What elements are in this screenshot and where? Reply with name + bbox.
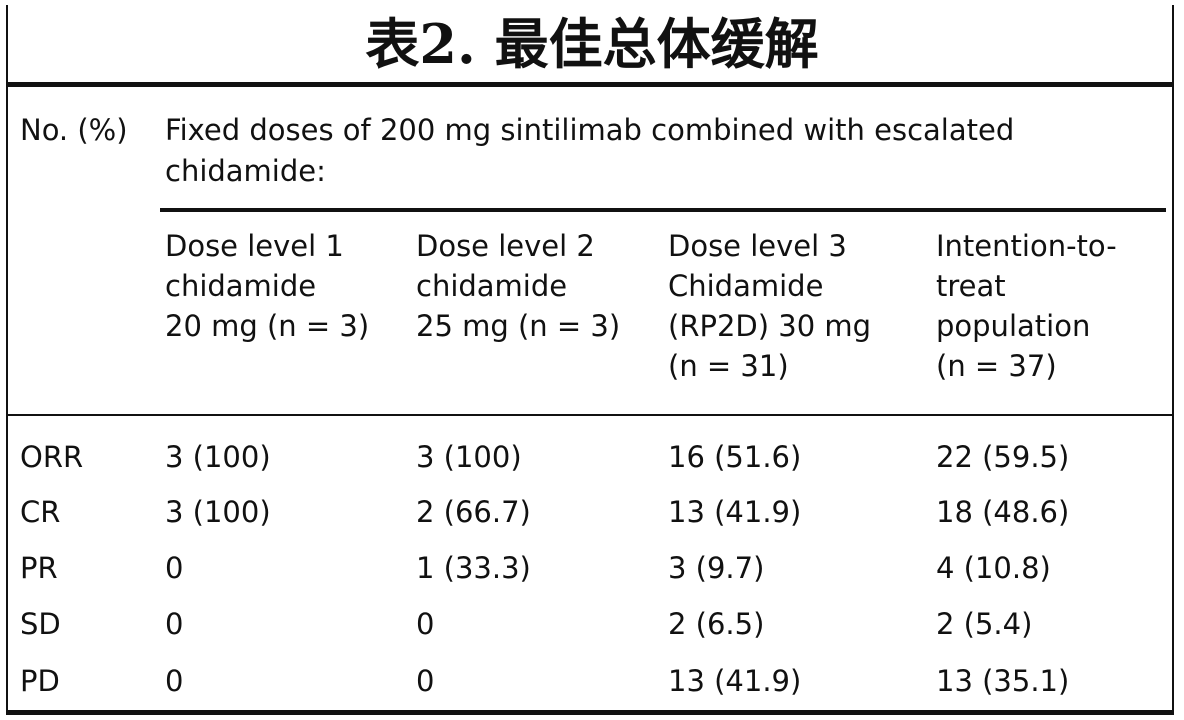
table-cell: 13 (41.9) bbox=[668, 664, 802, 698]
column-header-line: (n = 37) bbox=[936, 349, 1057, 383]
row-label: ORR bbox=[20, 440, 84, 474]
column-header-line: chidamide bbox=[165, 269, 317, 303]
table-cell: 3 (100) bbox=[165, 440, 271, 474]
table-bottom-rule bbox=[6, 710, 1174, 715]
table-cell: 3 (100) bbox=[165, 495, 271, 529]
page-title: 表2. 最佳总体缓解 bbox=[365, 12, 819, 76]
column-header-line: 25 mg (n = 3) bbox=[416, 309, 621, 343]
table-cell: 13 (35.1) bbox=[936, 664, 1070, 698]
table-cell: 0 bbox=[165, 607, 184, 641]
row-label: SD bbox=[20, 607, 61, 641]
column-header-line: treat bbox=[936, 269, 1006, 303]
table-cell: 2 (6.5) bbox=[668, 607, 765, 641]
column-header-line: 20 mg (n = 3) bbox=[165, 309, 370, 343]
table-cell: 0 bbox=[416, 664, 435, 698]
table-cell: 1 (33.3) bbox=[416, 551, 531, 585]
group-header-rule bbox=[160, 208, 1166, 212]
column-header-line: (n = 31) bbox=[668, 349, 789, 383]
table-cell: 0 bbox=[165, 664, 184, 698]
column-header-line: chidamide bbox=[416, 269, 568, 303]
column-header-itt: Intention-to- treat population (n = 37) bbox=[936, 226, 1117, 386]
table-cell: 2 (5.4) bbox=[936, 607, 1033, 641]
column-header-dose-level-1: Dose level 1 chidamide 20 mg (n = 3) bbox=[165, 226, 369, 346]
row-label: CR bbox=[20, 495, 61, 529]
table-cell: 4 (10.8) bbox=[936, 551, 1051, 585]
column-header-line: population bbox=[936, 309, 1091, 343]
group-header-line1: Fixed doses of 200 mg sintilimab combine… bbox=[165, 113, 1015, 147]
table-cell: 3 (9.7) bbox=[668, 551, 765, 585]
group-header-line2: chidamide: bbox=[165, 154, 326, 188]
column-header-line: Chidamide bbox=[668, 269, 824, 303]
header-bottom-rule bbox=[6, 414, 1174, 416]
table-cell: 18 (48.6) bbox=[936, 495, 1070, 529]
table-cell: 13 (41.9) bbox=[668, 495, 802, 529]
table-cell: 0 bbox=[165, 551, 184, 585]
table-cell: 3 (100) bbox=[416, 440, 522, 474]
table-cell: 2 (66.7) bbox=[416, 495, 531, 529]
column-header-dose-level-2: Dose level 2 chidamide 25 mg (n = 3) bbox=[416, 226, 620, 346]
column-header-dose-level-3: Dose level 3 Chidamide (RP2D) 30 mg (n =… bbox=[668, 226, 871, 386]
column-header-line: (RP2D) 30 mg bbox=[668, 309, 872, 343]
column-header-line: Intention-to- bbox=[936, 229, 1117, 263]
table-cell: 0 bbox=[416, 607, 435, 641]
table-cell: 16 (51.6) bbox=[668, 440, 802, 474]
column-header-line: Dose level 3 bbox=[668, 229, 847, 263]
table-cell: 22 (59.5) bbox=[936, 440, 1070, 474]
column-header-line: Dose level 1 bbox=[165, 229, 344, 263]
row-label-header: No. (%) bbox=[20, 113, 128, 147]
title-rule bbox=[6, 82, 1174, 87]
row-label: PD bbox=[20, 664, 60, 698]
row-label: PR bbox=[20, 551, 58, 585]
column-header-line: Dose level 2 bbox=[416, 229, 595, 263]
table-frame bbox=[6, 5, 1174, 712]
